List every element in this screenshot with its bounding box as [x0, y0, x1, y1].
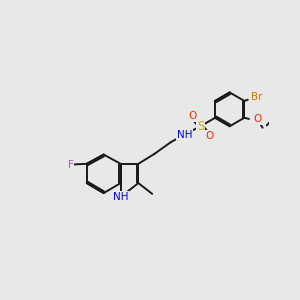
Text: F: F [68, 160, 74, 170]
Text: NH: NH [113, 192, 128, 202]
Text: Br: Br [251, 92, 263, 102]
Text: O: O [205, 131, 213, 141]
Text: NH: NH [177, 130, 192, 140]
Text: O: O [188, 111, 196, 121]
Text: O: O [253, 114, 261, 124]
Text: S: S [197, 120, 204, 133]
